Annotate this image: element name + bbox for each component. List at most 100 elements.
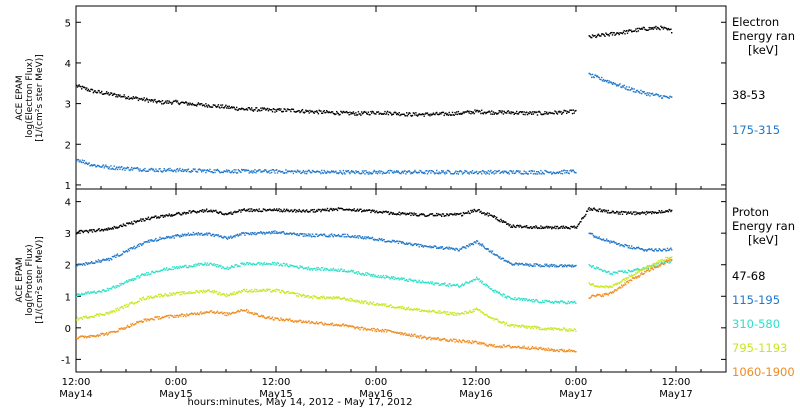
electron-point bbox=[211, 106, 213, 108]
electron-point bbox=[417, 171, 420, 173]
proton-point bbox=[85, 291, 87, 294]
proton-point bbox=[543, 301, 545, 304]
electron-point bbox=[372, 171, 375, 173]
proton-point bbox=[626, 277, 629, 279]
proton-point bbox=[499, 345, 501, 347]
proton-point bbox=[589, 232, 591, 234]
proton-point bbox=[523, 326, 525, 328]
proton-point bbox=[451, 248, 454, 250]
electron-point bbox=[260, 107, 262, 109]
electron-point bbox=[286, 110, 288, 112]
proton-point bbox=[182, 235, 185, 237]
electron-point bbox=[589, 35, 591, 38]
electron-point bbox=[335, 113, 337, 115]
electron-point bbox=[527, 173, 530, 175]
proton-point bbox=[437, 247, 440, 249]
proton-point bbox=[611, 273, 614, 276]
proton-point bbox=[431, 337, 434, 340]
proton-point bbox=[651, 248, 653, 250]
proton-point bbox=[405, 334, 407, 336]
electron-point bbox=[281, 110, 283, 113]
proton-point bbox=[625, 277, 627, 279]
electron-point bbox=[374, 113, 376, 115]
proton-point bbox=[633, 247, 635, 249]
proton-point bbox=[86, 316, 88, 318]
electron-point bbox=[431, 170, 433, 172]
electron-point bbox=[88, 162, 90, 164]
proton-point bbox=[474, 209, 476, 212]
electron-point bbox=[149, 99, 151, 101]
proton-point bbox=[516, 324, 518, 327]
proton-point bbox=[179, 265, 181, 267]
proton-point bbox=[142, 218, 145, 220]
proton-point bbox=[480, 341, 482, 344]
electron-point bbox=[207, 170, 210, 172]
proton-point bbox=[264, 263, 266, 265]
proton-point bbox=[212, 264, 215, 266]
proton-point bbox=[661, 261, 663, 263]
proton-point bbox=[168, 316, 170, 319]
proton-point bbox=[114, 254, 116, 257]
proton-point bbox=[441, 215, 443, 217]
proton-point bbox=[386, 211, 388, 213]
proton-point bbox=[605, 209, 607, 212]
proton-point bbox=[220, 264, 222, 267]
proton-point bbox=[443, 310, 445, 313]
proton-point bbox=[356, 273, 359, 275]
proton-point bbox=[604, 270, 606, 272]
proton-point bbox=[571, 264, 574, 266]
electron-point bbox=[320, 110, 322, 112]
proton-point bbox=[85, 336, 87, 338]
proton-point bbox=[82, 293, 85, 295]
electron-point bbox=[381, 113, 383, 115]
proton-point bbox=[423, 281, 425, 284]
proton-point bbox=[358, 235, 360, 237]
proton-point bbox=[516, 298, 518, 300]
proton-point bbox=[509, 223, 511, 226]
proton-point bbox=[145, 298, 147, 300]
proton-point bbox=[175, 292, 177, 294]
proton-point bbox=[552, 329, 555, 331]
proton-point bbox=[165, 214, 167, 216]
proton-point bbox=[134, 247, 136, 250]
proton-point bbox=[291, 211, 294, 213]
proton-point bbox=[446, 284, 449, 286]
electron-point bbox=[238, 170, 240, 172]
proton-point bbox=[201, 291, 204, 294]
proton-point bbox=[436, 282, 439, 285]
electron-point bbox=[126, 166, 129, 168]
proton-point bbox=[443, 248, 445, 250]
proton-point bbox=[308, 235, 310, 237]
proton-point bbox=[288, 318, 290, 320]
electron-point bbox=[104, 93, 106, 95]
proton-point bbox=[469, 212, 471, 215]
electron-point bbox=[596, 34, 599, 36]
proton-point bbox=[245, 263, 247, 265]
proton-point bbox=[412, 280, 415, 283]
electron-point bbox=[535, 173, 537, 175]
electron-point bbox=[185, 169, 187, 171]
proton-point bbox=[421, 213, 424, 216]
proton-point bbox=[528, 298, 530, 301]
electron-point bbox=[228, 170, 230, 172]
proton-point bbox=[212, 292, 215, 294]
proton-point bbox=[528, 348, 530, 350]
proton-point bbox=[156, 270, 158, 272]
proton-point bbox=[631, 213, 634, 215]
proton-point bbox=[87, 291, 90, 293]
proton-point bbox=[525, 262, 527, 265]
proton-point bbox=[633, 268, 635, 271]
proton-point bbox=[158, 293, 160, 296]
electron-point bbox=[236, 172, 239, 174]
electron-point bbox=[354, 114, 356, 116]
proton-point bbox=[280, 291, 282, 294]
proton-point bbox=[103, 259, 105, 261]
proton-point bbox=[148, 273, 150, 276]
proton-point bbox=[188, 210, 190, 212]
proton-point bbox=[211, 235, 213, 237]
electron-point bbox=[569, 170, 571, 172]
proton-point bbox=[303, 294, 305, 297]
electron-point bbox=[296, 110, 299, 112]
proton-point bbox=[408, 333, 410, 335]
proton-point bbox=[331, 209, 334, 212]
